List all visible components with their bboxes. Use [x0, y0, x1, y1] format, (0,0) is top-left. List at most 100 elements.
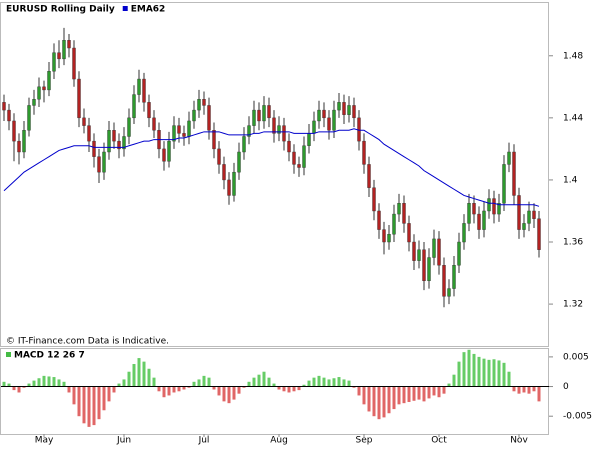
candle-body — [267, 105, 271, 119]
candle-body — [112, 130, 116, 142]
macd-bar — [52, 377, 56, 387]
candle-body — [302, 145, 306, 168]
macd-bar — [507, 371, 511, 387]
macd-bar — [437, 386, 441, 398]
macd-bar — [302, 384, 306, 387]
candle-body — [522, 223, 526, 230]
macd-panel-frame — [0, 348, 549, 435]
candle-body — [437, 238, 441, 266]
macd-bar — [227, 386, 231, 404]
macd-bar — [292, 386, 296, 392]
macd-bar — [142, 361, 146, 387]
macd-bar — [22, 386, 26, 388]
macd-bar — [347, 380, 351, 387]
macd-bar — [407, 386, 411, 402]
candle-body — [507, 151, 511, 165]
candle-body — [237, 151, 241, 173]
candle-body — [422, 249, 426, 282]
macd-bar — [522, 386, 526, 393]
macd-bar — [297, 386, 301, 391]
macd-bar — [457, 361, 461, 387]
candle-body — [122, 136, 126, 150]
candle-body — [2, 102, 6, 111]
candle-body — [392, 213, 396, 235]
candle-body — [292, 151, 296, 165]
macd-bar — [427, 386, 431, 399]
candle-body — [97, 156, 101, 173]
macd-bar — [432, 386, 436, 396]
candle-body — [177, 125, 181, 134]
macd-bar — [247, 381, 251, 387]
x-tick-label: Aug — [270, 436, 288, 446]
legend-label: EMA62 — [131, 5, 166, 15]
macd-bar — [87, 386, 91, 427]
y-tick-label: 1.44 — [563, 113, 583, 123]
candle-body — [442, 265, 446, 297]
price-panel-frame — [0, 2, 549, 347]
y-tick-label: -0.005 — [563, 412, 592, 422]
candle-body — [347, 105, 351, 115]
candle-body — [22, 130, 26, 153]
macd-bar — [47, 376, 51, 387]
macd-bar — [477, 356, 481, 387]
macd-bar — [202, 375, 206, 387]
macd-bar — [42, 375, 46, 387]
candle-body — [202, 99, 206, 106]
candle-body — [117, 140, 121, 150]
x-tick-label: Jun — [116, 436, 131, 446]
macd-bar — [377, 386, 381, 420]
candle-body — [407, 223, 411, 243]
macd-bar — [237, 386, 241, 394]
macd-bar — [267, 377, 271, 387]
macd-bar — [492, 359, 496, 387]
candle-body — [467, 203, 471, 224]
candle-body — [12, 120, 16, 142]
macd-bar — [242, 386, 246, 388]
candle-body — [172, 125, 176, 142]
candle-body — [197, 99, 201, 111]
candle-body — [387, 234, 391, 243]
x-tick-label: Nov — [510, 436, 528, 446]
macd-bar — [252, 377, 256, 387]
candle-body — [472, 203, 476, 215]
candle-body — [492, 198, 496, 215]
macd-bar — [177, 386, 181, 392]
macd-bar — [192, 381, 196, 387]
candle-body — [532, 210, 536, 219]
x-tick-label: Sep — [356, 436, 373, 446]
candle-body — [7, 109, 11, 122]
macd-bar — [397, 386, 401, 405]
macd-bar — [517, 386, 521, 394]
candle-body — [137, 78, 141, 95]
candle-body — [427, 257, 431, 282]
macd-bar — [537, 386, 541, 402]
candle-body — [367, 164, 371, 188]
candle-body — [452, 265, 456, 289]
candle-body — [87, 125, 91, 142]
macd-bar — [372, 386, 376, 417]
macd-bar — [307, 380, 311, 387]
candle-body — [462, 223, 466, 243]
candle-body — [232, 171, 236, 196]
chart-title: EURUSD Rolling Daily — [6, 5, 115, 15]
macd-bar — [217, 386, 221, 396]
macd-bar — [512, 386, 516, 392]
macd-bar — [352, 386, 356, 388]
candle-body — [212, 130, 216, 150]
candle-body — [497, 203, 501, 215]
macd-bar — [497, 360, 501, 387]
macd-bar — [32, 380, 36, 387]
macd-bar — [332, 378, 336, 387]
y-tick-label: 1.32 — [563, 300, 583, 310]
macd-bar — [417, 386, 421, 400]
macd-bar — [162, 386, 166, 398]
macd-bar — [17, 386, 21, 393]
candle-body — [332, 109, 336, 131]
macd-bar — [257, 374, 261, 387]
candle-body — [57, 52, 61, 60]
candle-body — [322, 109, 326, 119]
candle-body — [287, 140, 291, 153]
macd-bar — [197, 379, 201, 387]
candle-body — [217, 148, 221, 165]
